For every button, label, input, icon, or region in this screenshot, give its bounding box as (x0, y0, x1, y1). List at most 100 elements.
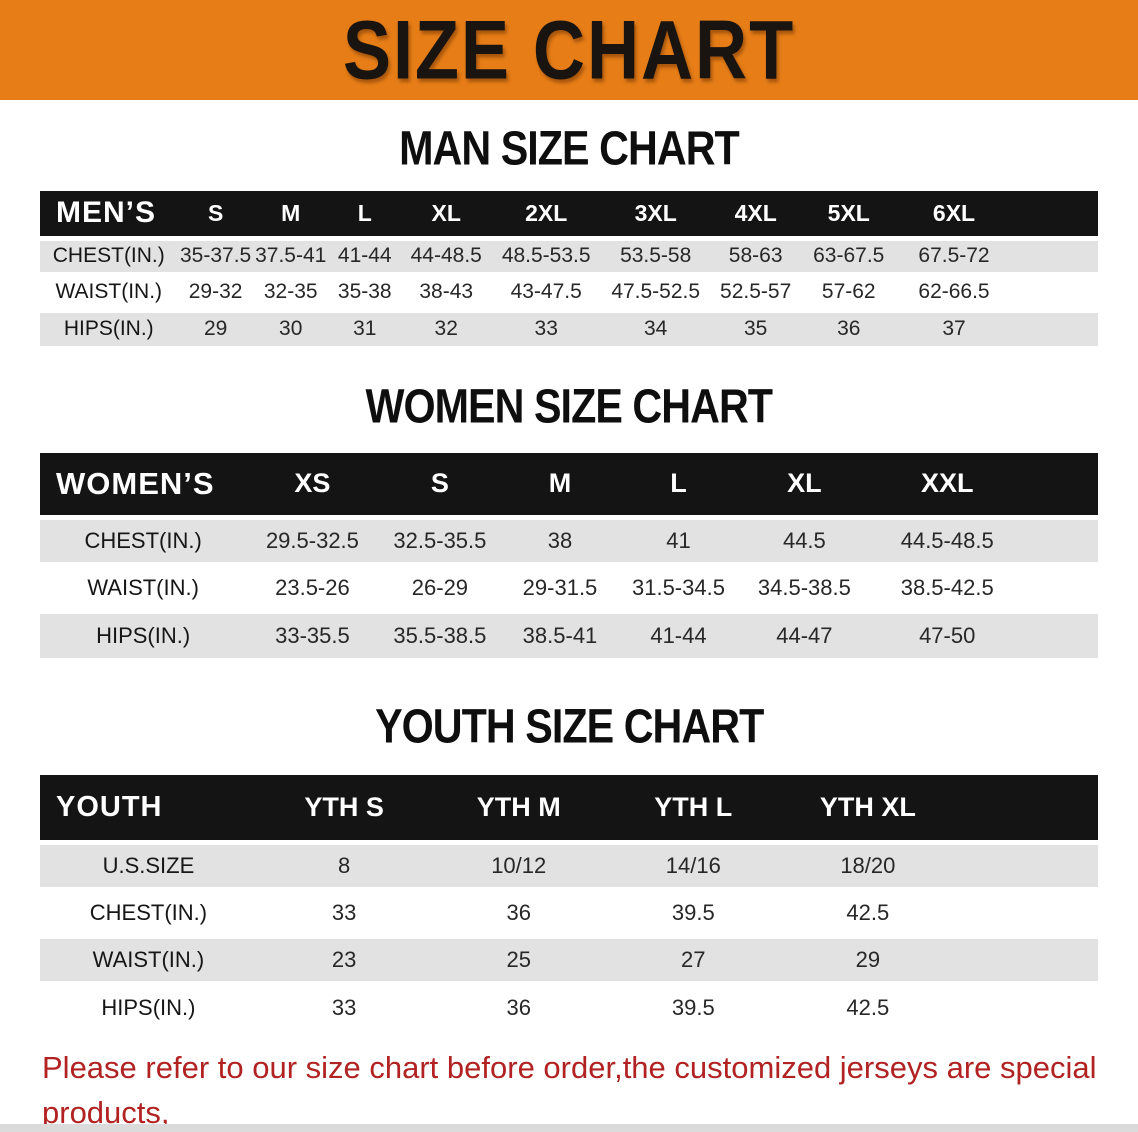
spacer-cell (1012, 191, 1098, 238)
value-cell: 27 (606, 933, 781, 983)
youth-section-heading-text: YOUTH SIZE CHART (374, 700, 764, 754)
women-table-header-row: WOMEN’S XS S M L XL XXL (40, 453, 1098, 517)
banner-title: SIZE CHART (342, 3, 796, 97)
value-cell: 38.5-42.5 (870, 561, 1024, 611)
spacer-cell (1012, 235, 1098, 274)
value-cell: 37.5-41 (253, 235, 328, 274)
value-cell: 39.5 (606, 886, 781, 936)
women-section-heading-text: WOMEN SIZE CHART (365, 380, 774, 434)
men-col-header-m: M (281, 199, 301, 226)
men-group-label: MEN’S (56, 196, 157, 230)
value-cell: 31.5-34.5 (618, 561, 739, 611)
men-col-header-6xl: 6XL (932, 199, 976, 226)
banner: SIZE CHART (0, 0, 1138, 100)
value-cell: 67.5-72 (895, 235, 1013, 274)
value-cell: 35-38 (327, 271, 402, 310)
women-size-table: WOMEN’S XS S M L XL XXL CHEST(IN.) 29.5-… (40, 453, 1098, 658)
row-label-cell: U.S.SIZE (40, 839, 257, 889)
value-cell: 23 (256, 933, 432, 983)
value-cell: 42.5 (780, 886, 956, 936)
spacer-cell (1012, 271, 1098, 310)
row-label-cell: WAIST(IN.) (40, 271, 178, 310)
women-col-header-l: L (670, 468, 687, 499)
women-col-header-s: S (430, 468, 449, 499)
value-cell: 41 (618, 514, 739, 564)
value-cell: 48.5-53.5 (490, 235, 602, 274)
men-hips-row: HIPS(IN.) 29 30 31 32 33 34 35 36 37 (40, 307, 1098, 346)
spacer-cell (955, 980, 1098, 1030)
value-cell: 29-32 (177, 271, 254, 310)
youth-chest-row: CHEST(IN.) 33 36 39.5 42.5 (40, 886, 1098, 936)
value-cell: 32-35 (253, 271, 328, 310)
women-group-label: WOMEN’S (56, 465, 215, 501)
value-cell: 44-48.5 (401, 235, 491, 274)
men-chest-row: CHEST(IN.) 35-37.5 37.5-41 41-44 44-48.5… (40, 235, 1098, 274)
value-cell: 52.5-57 (709, 271, 802, 310)
value-cell: 44.5 (738, 514, 871, 564)
spacer-cell (1012, 307, 1098, 346)
men-section-heading-text: MAN SIZE CHART (399, 122, 740, 176)
men-size-table: MEN’S S M L XL 2XL 3XL 4XL 5XL 6XL CHEST… (40, 191, 1098, 346)
disclaimer-note: Please refer to our size chart before or… (42, 1045, 1108, 1132)
men-col-header-xl: XL (431, 199, 461, 226)
value-cell: 38.5-41 (501, 608, 619, 658)
value-cell: 26-29 (378, 561, 502, 611)
row-label-cell: WAIST(IN.) (40, 933, 257, 983)
value-cell: 29.5-32.5 (246, 514, 379, 564)
men-col-header-2xl: 2XL (525, 199, 568, 226)
disclaimer-line-1: Please refer to our size chart before or… (42, 1050, 1097, 1130)
youth-section-heading: YOUTH SIZE CHART (0, 700, 1138, 754)
value-cell: 47-50 (870, 608, 1024, 658)
spacer-cell (1023, 514, 1098, 564)
value-cell: 36 (801, 307, 896, 346)
value-cell: 39.5 (606, 980, 781, 1030)
men-table-header-row: MEN’S S M L XL 2XL 3XL 4XL 5XL 6XL (40, 191, 1098, 238)
value-cell: 10/12 (431, 839, 606, 889)
women-hips-row: HIPS(IN.) 33-35.5 35.5-38.5 38.5-41 41-4… (40, 608, 1098, 658)
women-waist-row: WAIST(IN.) 23.5-26 26-29 29-31.5 31.5-34… (40, 561, 1098, 611)
youth-waist-row: WAIST(IN.) 23 25 27 29 (40, 933, 1098, 983)
value-cell: 34.5-38.5 (738, 561, 871, 611)
value-cell: 35.5-38.5 (378, 608, 502, 658)
women-col-header-m: M (548, 468, 572, 499)
value-cell: 44.5-48.5 (870, 514, 1024, 564)
value-cell: 36 (431, 980, 606, 1030)
value-cell: 14/16 (606, 839, 781, 889)
value-cell: 41-44 (618, 608, 739, 658)
value-cell: 29 (177, 307, 254, 346)
value-cell: 44-47 (738, 608, 871, 658)
value-cell: 35-37.5 (177, 235, 254, 274)
youth-col-header-m: YTH M (476, 791, 561, 822)
spacer-cell (955, 886, 1098, 936)
women-col-header-xs: XS (294, 468, 331, 499)
value-cell: 42.5 (780, 980, 956, 1030)
value-cell: 18/20 (780, 839, 956, 889)
spacer-cell (955, 775, 1098, 842)
value-cell: 53.5-58 (601, 235, 710, 274)
men-waist-row: WAIST(IN.) 29-32 32-35 35-38 38-43 43-47… (40, 271, 1098, 310)
women-col-header-xl: XL (787, 468, 822, 499)
value-cell: 38 (501, 514, 619, 564)
value-cell: 62-66.5 (895, 271, 1013, 310)
row-label-cell: HIPS(IN.) (40, 307, 178, 346)
women-section-heading: WOMEN SIZE CHART (0, 380, 1138, 434)
men-section-heading: MAN SIZE CHART (0, 122, 1138, 176)
youth-ussize-row: U.S.SIZE 8 10/12 14/16 18/20 (40, 839, 1098, 889)
value-cell: 36 (431, 886, 606, 936)
value-cell: 31 (327, 307, 402, 346)
youth-size-table: YOUTH YTH S YTH M YTH L YTH XL U.S.SIZE … (40, 775, 1098, 1030)
spacer-cell (1024, 453, 1098, 517)
youth-col-header-s: YTH S (304, 791, 384, 822)
women-col-header-xxl: XXL (920, 468, 974, 499)
value-cell: 38-43 (401, 271, 491, 310)
value-cell: 29-31.5 (501, 561, 619, 611)
spacer-cell (955, 933, 1098, 983)
value-cell: 43-47.5 (490, 271, 602, 310)
bottom-edge-strip (0, 1124, 1138, 1132)
men-col-header-l: L (357, 199, 372, 226)
men-col-header-5xl: 5XL (827, 199, 870, 226)
row-label-cell: CHEST(IN.) (40, 514, 247, 564)
value-cell: 23.5-26 (246, 561, 379, 611)
spacer-cell (1023, 608, 1098, 658)
